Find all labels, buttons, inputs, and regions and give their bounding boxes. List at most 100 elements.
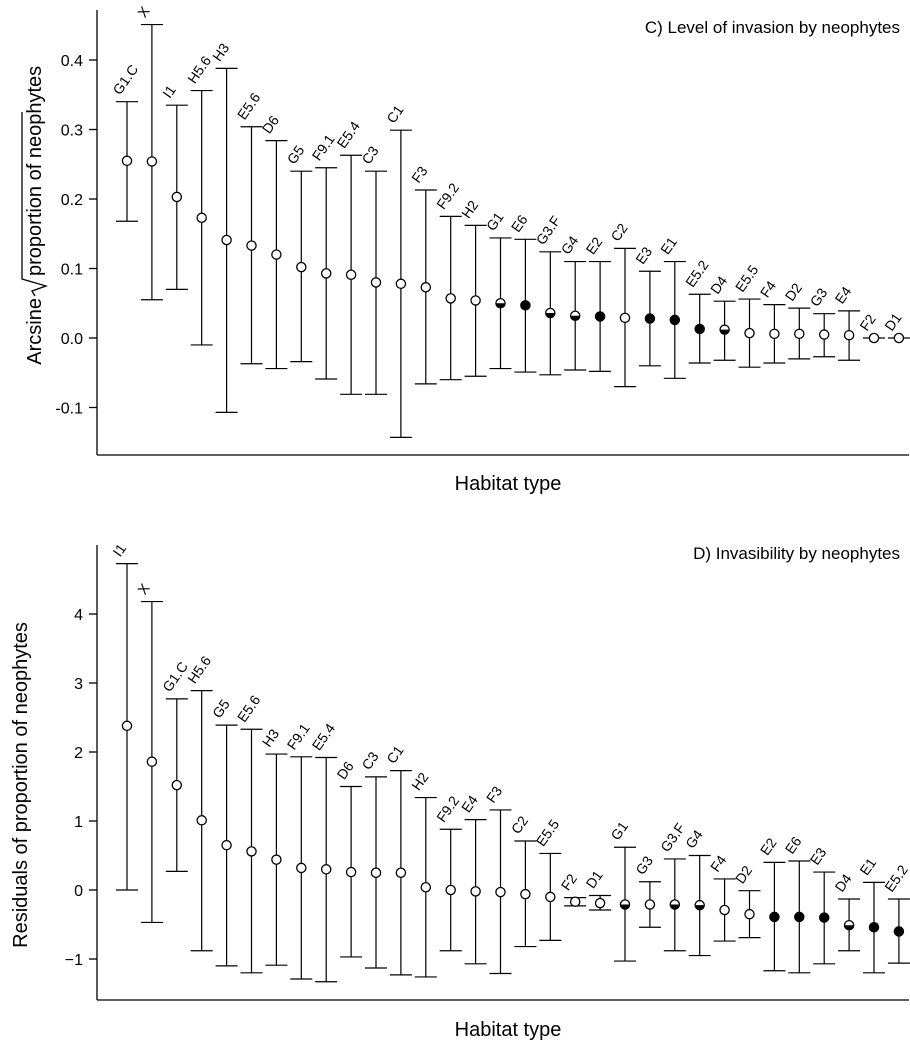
- category-label: F9.1: [309, 131, 338, 163]
- category-label: D2: [782, 280, 805, 304]
- category-label: E5.2: [682, 257, 712, 290]
- panel-c-point-e2: E2: [582, 234, 612, 372]
- marker-open: [470, 886, 481, 897]
- panel-c-point-f3: F3: [408, 163, 437, 385]
- category-label: F2: [856, 311, 879, 334]
- marker-filled: [669, 314, 681, 326]
- marker-open: [345, 269, 357, 281]
- panel-c-chart: C) Level of invasion by neophytes Habita…: [21, 3, 910, 495]
- panel-d-point-f4: F4: [707, 852, 736, 942]
- category-label: G1: [607, 818, 631, 843]
- category-label: E4: [458, 792, 481, 815]
- panel-c-point-d1: D1: [881, 310, 910, 344]
- category-label: D6: [333, 758, 356, 782]
- marker-open: [196, 815, 207, 826]
- panel-c-point-e5-6: E5.6: [234, 89, 264, 365]
- panel-d-point-x: X: [134, 580, 163, 924]
- marker-open: [196, 212, 207, 224]
- panel-d-point-d2: D2: [732, 862, 761, 939]
- category-label: I1: [109, 540, 129, 559]
- panel-c-point-i1: I1: [159, 82, 188, 290]
- marker-filled: [794, 911, 805, 923]
- category-label: F9.1: [284, 720, 313, 752]
- marker-open: [719, 904, 730, 916]
- category-label: G3.F: [533, 213, 564, 248]
- panel-c-title: C) Level of invasion by neophytes: [645, 18, 900, 37]
- panel-d-point-d4: D4: [831, 871, 861, 952]
- marker-open: [445, 293, 456, 304]
- category-label: E1: [657, 234, 680, 257]
- panel-d-point-e5-5: E5.5: [533, 816, 562, 941]
- panel-d-point-f2: F2: [558, 871, 587, 907]
- marker-open: [221, 839, 232, 851]
- category-label: F4: [707, 852, 730, 875]
- marker-open: [569, 896, 581, 907]
- panel-d-point-e2: E2: [757, 835, 786, 972]
- marker-filled: [868, 922, 880, 933]
- marker-filled: [594, 311, 606, 322]
- panel-d-point-e1: E1: [856, 855, 885, 974]
- panel-d-point-g1-c: G1.C: [159, 659, 191, 872]
- panel-d-x-axis-title: Habitat type: [455, 1019, 562, 1041]
- panel-c-point-e3: E3: [632, 244, 661, 367]
- category-label: E5.4: [333, 118, 363, 151]
- panel-c-point-f2: F2: [856, 311, 885, 344]
- marker-open: [545, 891, 556, 903]
- panel-c-y-ticks: 0.4 0.3 0.2 0.1 0.0 -0.1: [55, 53, 97, 418]
- panel-c-x-axis-title: Habitat type: [455, 473, 562, 495]
- category-label: E5.6: [234, 89, 264, 122]
- marker-open: [121, 155, 133, 167]
- panel-c-point-e6: E6: [508, 212, 537, 373]
- panel-d-point-e3: E3: [807, 844, 836, 965]
- panel-c-point-g4: G4: [558, 233, 587, 371]
- marker-open: [520, 888, 531, 900]
- category-label: F3: [408, 163, 431, 186]
- panel-d-y-tick-label: 3: [74, 676, 83, 693]
- category-label: F9.2: [433, 793, 462, 825]
- panel-c-point-e4: E4: [831, 283, 861, 361]
- category-label: G3: [632, 853, 656, 878]
- panel-c-point-e5-5: E5.5: [732, 262, 762, 368]
- category-label: H5.6: [184, 53, 214, 87]
- marker-open: [420, 282, 432, 293]
- panel-c-y-tick-label: 0.0: [61, 331, 83, 348]
- marker-open: [320, 268, 332, 279]
- panel-c-point-e5-2: E5.2: [682, 257, 712, 364]
- marker-filled: [769, 911, 780, 923]
- marker-open: [146, 156, 158, 167]
- marker-half-fill: [695, 905, 705, 910]
- category-label: E5.6: [234, 692, 264, 725]
- marker-open: [420, 881, 432, 893]
- panel-c-point-f9-1: F9.1: [309, 131, 338, 380]
- panel-c-point-g3: G3: [807, 285, 836, 358]
- marker-open: [395, 278, 407, 290]
- panel-d-point-f9-2: F9.2: [433, 793, 462, 952]
- panel-c-point-g5: G5: [284, 142, 313, 363]
- panel-c-point-g1-c: G1.C: [109, 61, 141, 222]
- marker-filled: [644, 313, 656, 324]
- panel-c-y-tick-label: -0.1: [55, 401, 83, 418]
- marker-filled: [520, 300, 531, 311]
- marker-filled: [818, 912, 830, 923]
- marker-half-fill: [495, 303, 506, 308]
- marker-open: [271, 249, 282, 260]
- marker-open: [320, 864, 332, 875]
- marker-open: [296, 261, 307, 273]
- category-label: F3: [483, 783, 506, 806]
- category-label: C1: [383, 102, 406, 126]
- category-label: D1: [582, 867, 605, 891]
- category-label: E2: [757, 835, 780, 858]
- panel-d-point-e5-6: E5.6: [234, 692, 264, 974]
- panel-c-y-title-root: proportion of neophytes: [24, 66, 46, 276]
- category-label: D4: [707, 273, 730, 297]
- category-label: G3: [807, 285, 831, 310]
- category-label: C1: [383, 742, 406, 766]
- panel-c-point-d6: D6: [259, 112, 288, 370]
- category-label: C3: [358, 143, 381, 167]
- category-label: G1: [483, 209, 507, 234]
- panel-c-point-h3: H3: [209, 40, 238, 413]
- marker-open: [221, 234, 232, 246]
